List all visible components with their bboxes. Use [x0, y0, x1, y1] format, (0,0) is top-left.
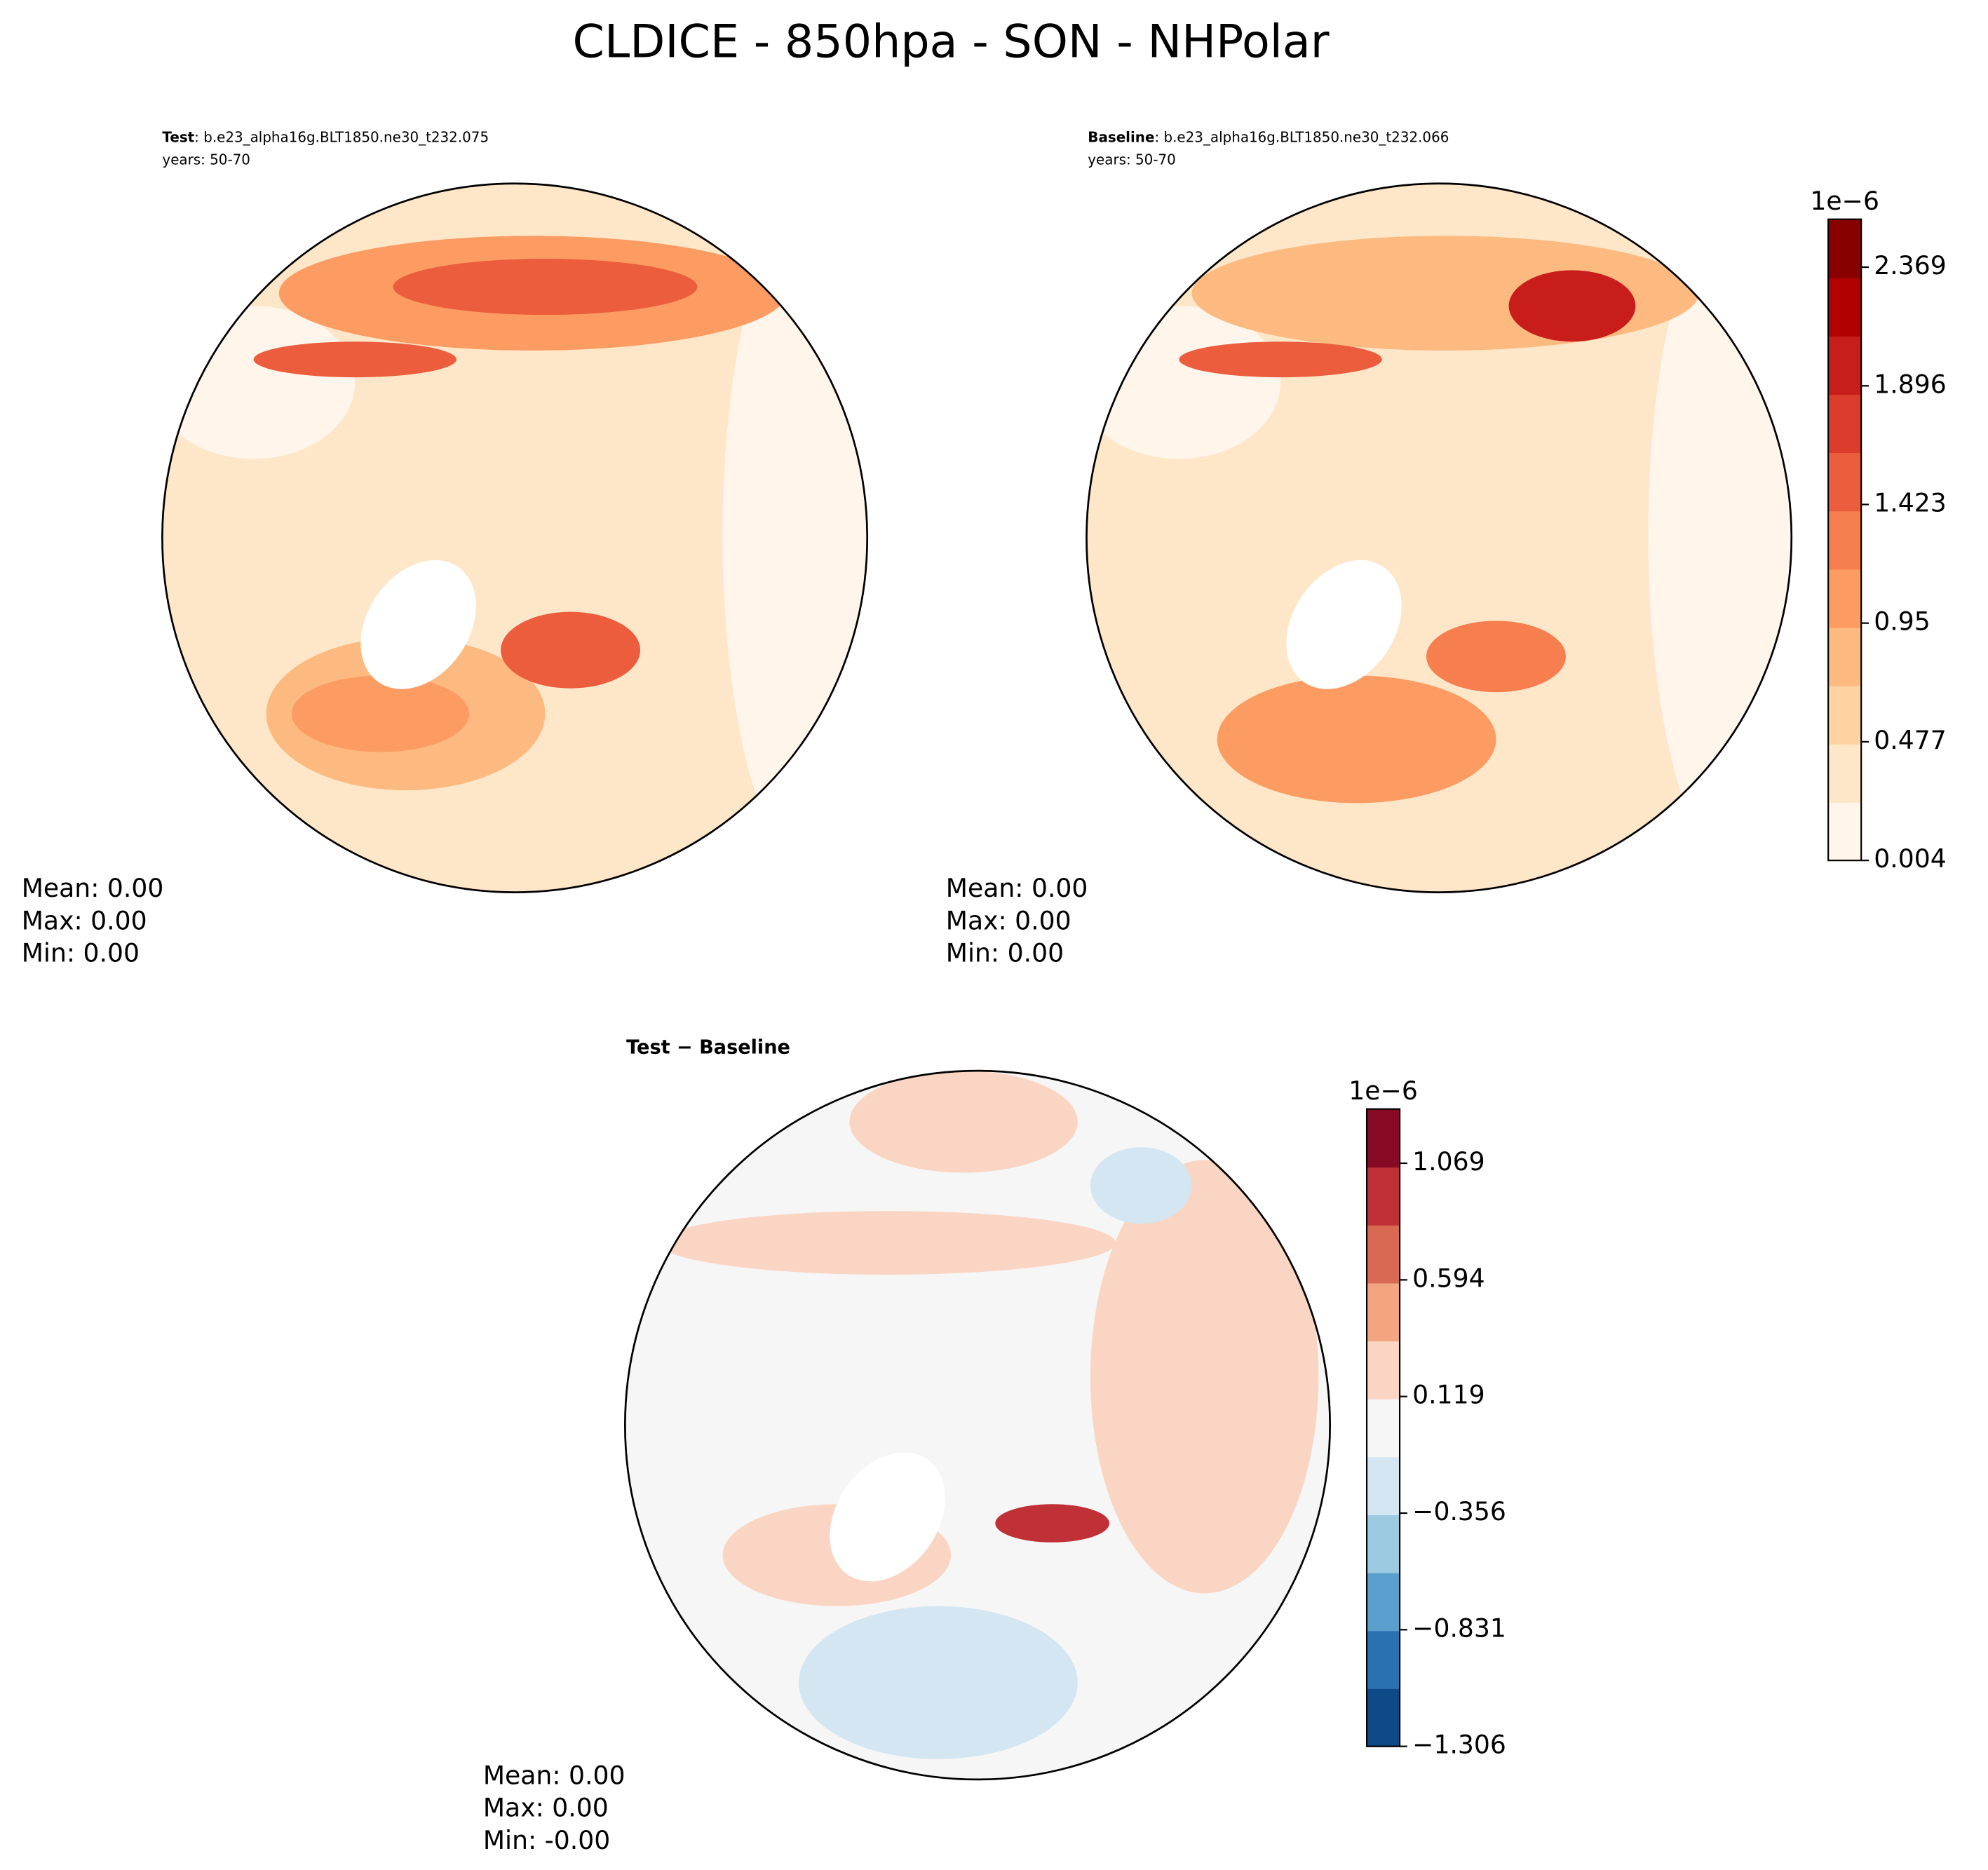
panel-stat: Max: 0.00	[946, 905, 1071, 935]
colorbar-tick-label: 1.069	[1412, 1146, 1485, 1177]
colorbar-frame	[1365, 1108, 1401, 1747]
colorbar-tick-label: −0.356	[1412, 1496, 1506, 1526]
panel-title-bold: Test − Baseline	[626, 1036, 790, 1058]
colorbar-tick-label: 0.594	[1412, 1263, 1485, 1293]
panel-title: Baseline: b.e23_alpha16g.BLT1850.ne30_t2…	[1088, 128, 1449, 145]
figure-title: CLDICE - 850hpa - SON - NHPolar	[573, 15, 1330, 69]
panel-stat: Min: 0.00	[946, 938, 1064, 968]
panel-title: Test: b.e23_alpha16g.BLT1850.ne30_t232.0…	[162, 128, 489, 145]
panel-title-case: : b.e23_alpha16g.BLT1850.ne30_t232.075	[194, 128, 489, 145]
colorbar-band	[1828, 569, 1862, 628]
map-difference	[625, 1071, 1330, 1780]
colorbar-tick-label: −1.306	[1412, 1730, 1506, 1760]
colorbar-band	[1367, 1341, 1400, 1400]
panel-stat: Mean: 0.00	[22, 873, 164, 903]
colorbar-tick-label: 1.423	[1874, 487, 1946, 517]
colorbar-band	[1828, 219, 1862, 278]
colorbar-band	[1828, 743, 1862, 803]
colorbar-tick-label: 0.004	[1874, 843, 1946, 874]
panel-years: years: 50-70	[162, 151, 250, 168]
colorbar-offset: 1e−6	[1810, 186, 1879, 216]
panel-title-bold: Baseline	[1088, 128, 1154, 145]
map-boundary	[1086, 182, 1793, 893]
colorbar-band	[1367, 1109, 1400, 1168]
colorbar-band	[1828, 452, 1862, 512]
colorbar-band	[1367, 1167, 1400, 1226]
panel-stat: Mean: 0.00	[483, 1760, 626, 1790]
panel-years: years: 50-70	[1088, 151, 1176, 168]
colorbar-tick-label: 0.119	[1412, 1380, 1485, 1410]
panel-stat: Max: 0.00	[22, 905, 147, 935]
panel-title-case: : b.e23_alpha16g.BLT1850.ne30_t232.066	[1154, 128, 1449, 145]
colorbar-band	[1367, 1282, 1400, 1342]
map-boundary	[161, 182, 869, 893]
colorbar-tick-label: 1.896	[1874, 369, 1946, 399]
colorbar-band	[1828, 277, 1862, 337]
colorbar-band	[1367, 1688, 1400, 1747]
colorbar-band	[1828, 510, 1862, 570]
panel-stat: Min: -0.00	[483, 1825, 610, 1855]
panel-stat: Mean: 0.00	[946, 873, 1088, 903]
colorbar-band	[1367, 1572, 1400, 1632]
colorbar-frame	[1827, 218, 1862, 862]
colorbar-tick-label: 2.369	[1874, 250, 1946, 280]
colorbar-band	[1367, 1224, 1400, 1284]
map-baseline	[1086, 183, 1792, 893]
colorbar-band	[1367, 1515, 1400, 1573]
colorbar-band	[1828, 394, 1862, 454]
colorbar-band	[1367, 1630, 1400, 1689]
colorbar-band	[1828, 335, 1862, 395]
colorbar-band	[1828, 627, 1862, 686]
panel-stat: Min: 0.00	[22, 938, 140, 968]
colorbar-band	[1367, 1456, 1400, 1516]
panel-stat: Max: 0.00	[483, 1793, 609, 1823]
colorbar-offset: 1e−6	[1348, 1076, 1418, 1106]
colorbar-band	[1367, 1398, 1400, 1458]
colorbar-tick-label: 0.477	[1874, 725, 1946, 755]
colorbar-band	[1828, 685, 1862, 745]
colorbar-tick-label: 0.95	[1874, 607, 1930, 637]
colorbar-tick-label: −0.831	[1412, 1613, 1506, 1643]
panel-title-bold: Test	[162, 128, 194, 145]
map-boundary	[624, 1069, 1331, 1781]
colorbar-band	[1828, 802, 1862, 862]
panel-title: Test − Baseline	[626, 1036, 790, 1058]
